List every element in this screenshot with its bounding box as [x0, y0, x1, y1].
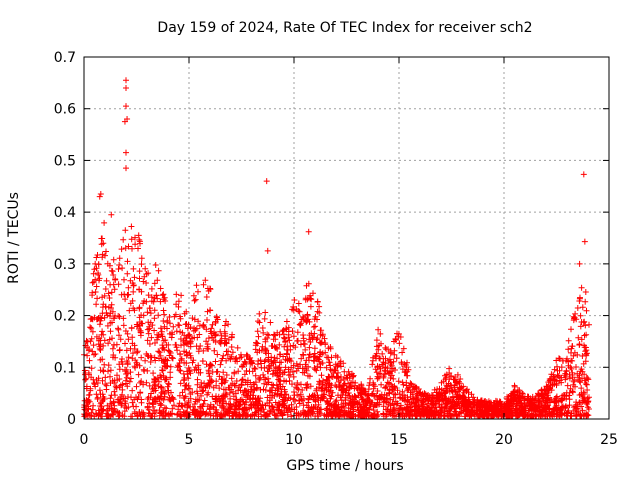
roti-outlier-point	[108, 211, 115, 218]
y-tick-label: 0.3	[54, 257, 76, 273]
x-axis-label: GPS time / hours	[286, 458, 403, 474]
roti-point-cloud	[81, 219, 592, 420]
y-tick-label: 0.5	[54, 153, 76, 169]
roti-outlier-point	[123, 103, 129, 110]
roti-outlier-point	[576, 260, 583, 267]
data-points	[81, 77, 592, 420]
roti-outlier-point	[121, 118, 128, 125]
roti-outlier-point	[581, 238, 588, 245]
plot-frame	[83, 56, 610, 420]
roti-outlier-point	[123, 85, 129, 92]
x-tick-label: 15	[390, 432, 408, 448]
y-axis-label: ROTI / TECUs	[6, 192, 22, 284]
roti-outlier-point	[123, 77, 129, 84]
chart-title: Day 159 of 2024, Rate Of TEC Index for r…	[157, 20, 532, 36]
y-tick-label: 0	[67, 412, 76, 428]
grid-lines	[84, 57, 609, 419]
roti-outlier-point	[264, 247, 271, 254]
roti-outlier-point	[97, 191, 104, 198]
roti-outlier-point	[123, 165, 129, 172]
x-tick-label: 5	[185, 432, 194, 448]
y-tick-label: 0.4	[54, 205, 76, 221]
x-tick-label: 10	[285, 432, 303, 448]
roti-outlier-point	[123, 149, 129, 156]
x-tick-label: 0	[80, 432, 89, 448]
y-tick-label: 0.6	[54, 102, 76, 118]
axis-ticks: 0 5 10 15 20 25 0 0.1 0.2 0.3 0.4 0.5 0.6 0.7	[54, 50, 618, 448]
roti-outlier-point	[263, 178, 270, 185]
x-tick-label: 25	[600, 432, 618, 448]
roti-outlier-point	[96, 193, 103, 200]
x-tick-label: 20	[495, 432, 513, 448]
y-tick-label: 0.7	[54, 50, 76, 66]
roti-outlier-point	[580, 171, 587, 178]
y-tick-label: 0.2	[54, 309, 76, 325]
roti-outlier-point	[305, 228, 312, 235]
y-tick-label: 0.1	[54, 360, 76, 376]
